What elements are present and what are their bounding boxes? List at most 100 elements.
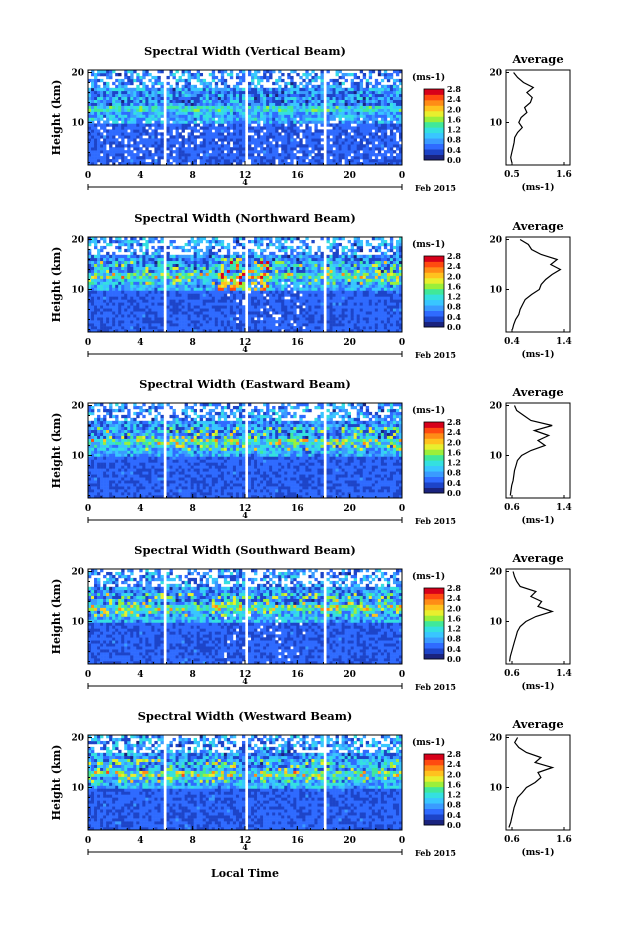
heatmap-cell: [211, 278, 216, 282]
heatmap-cell: [157, 153, 161, 157]
heatmap-cell: [296, 314, 300, 318]
heatmap-cell: [305, 314, 309, 318]
heatmap-cell: [305, 108, 309, 112]
heatmap-cell: [196, 72, 201, 77]
heatmap-cell: [220, 87, 225, 92]
heatmap-cell: [269, 305, 273, 309]
heatmap-cell: [196, 90, 201, 95]
heatmap-cell: [169, 162, 173, 166]
heatmap-cell: [145, 150, 149, 154]
heatmap-cell: [386, 108, 391, 112]
heatmap-cell: [293, 237, 297, 241]
heatmap-cell: [169, 105, 173, 109]
heatmap-cell: [94, 287, 98, 291]
heatmap-cell: [169, 272, 173, 276]
heatmap-cell: [269, 317, 273, 321]
heatmap-cell: [281, 90, 285, 95]
heatmap-cell: [235, 317, 240, 321]
heatmap-cell: [293, 126, 297, 130]
heatmap-cell: [278, 245, 282, 250]
heatmap-cell: [196, 251, 201, 256]
heatmap-cell: [94, 317, 98, 321]
heatmap-cell: [398, 126, 403, 130]
heatmap-cell: [383, 105, 388, 109]
heatmap-cell: [269, 237, 273, 241]
heatmap-cell: [139, 147, 143, 151]
heatmap-cell: [103, 70, 107, 74]
heatmap-cell: [169, 323, 173, 327]
heatmap-cell: [154, 99, 158, 103]
heatmap-cell: [386, 99, 391, 103]
heatmap-cell: [112, 272, 116, 276]
heatmap-cell: [235, 296, 240, 300]
heatmap-cell: [91, 293, 95, 297]
heatmap-cell: [293, 102, 297, 106]
heatmap-cell: [287, 111, 291, 115]
heatmap-cell: [97, 129, 101, 133]
heatmap-cell: [284, 126, 288, 130]
heatmap-cell: [181, 257, 185, 262]
heatmap-cell: [278, 263, 282, 267]
heatmap-cell: [181, 266, 185, 270]
heatmap-cell: [211, 144, 216, 148]
heatmap-cell: [220, 317, 225, 321]
heatmap-cell: [311, 75, 315, 80]
heatmap-cell: [214, 257, 219, 262]
heatmap-cell: [272, 275, 276, 279]
heatmap-cell: [290, 248, 294, 253]
heatmap-cell: [172, 275, 176, 279]
heatmap-cell: [332, 132, 336, 136]
heatmap-cell: [377, 135, 382, 139]
heatmap-cell: [133, 254, 137, 259]
heatmap-cell: [184, 260, 188, 265]
heatmap-cell: [290, 87, 294, 92]
heatmap-cell: [181, 263, 185, 267]
heatmap-cell: [299, 93, 303, 98]
heatmap-cell: [208, 260, 213, 265]
heatmap-cell: [205, 123, 210, 127]
heatmap-cell: [172, 87, 176, 92]
heatmap-cell: [142, 257, 146, 262]
heatmap-cell: [275, 326, 279, 330]
heatmap-cell: [208, 308, 213, 312]
heatmap-cell: [251, 308, 255, 312]
heatmap-cell: [127, 263, 131, 267]
heatmap-cell: [229, 90, 234, 95]
heatmap-cell: [284, 305, 288, 309]
heatmap-cell: [257, 156, 261, 160]
heatmap-cell: [100, 135, 104, 139]
heatmap-cell: [281, 275, 285, 279]
heatmap-cell: [386, 111, 391, 115]
heatmap-cell: [178, 108, 182, 112]
heatmap-cell: [275, 320, 279, 324]
heatmap-cell: [223, 120, 228, 124]
heatmap-cell: [254, 254, 258, 259]
heatmap-cell: [281, 320, 285, 324]
heatmap-cell: [272, 96, 276, 100]
heatmap-cell: [257, 90, 261, 95]
heatmap-cell: [308, 251, 312, 256]
heatmap-cell: [97, 141, 101, 145]
heatmap-cell: [260, 296, 264, 300]
heatmap-cell: [238, 129, 243, 133]
heatmap-cell: [241, 251, 246, 256]
heatmap-cell: [290, 105, 294, 109]
heatmap-cell: [136, 287, 140, 291]
heatmap-cell: [130, 317, 134, 321]
heatmap-cell: [157, 75, 161, 80]
heatmap-cell: [341, 147, 345, 151]
heatmap-cell: [266, 141, 270, 145]
heatmap-cell: [217, 248, 222, 253]
heatmap-cell: [278, 126, 282, 130]
heatmap-cell: [229, 111, 234, 115]
heatmap-cell: [142, 329, 146, 333]
heatmap-cell: [214, 90, 219, 95]
heatmap-cell: [184, 329, 188, 333]
heatmap-cell: [220, 278, 225, 282]
heatmap-cell: [136, 72, 140, 77]
heatmap-cell: [109, 290, 113, 294]
heatmap-cell: [118, 108, 122, 112]
heatmap-cell: [272, 263, 276, 267]
heatmap-cell: [199, 132, 204, 136]
heatmap-cell: [184, 81, 188, 86]
